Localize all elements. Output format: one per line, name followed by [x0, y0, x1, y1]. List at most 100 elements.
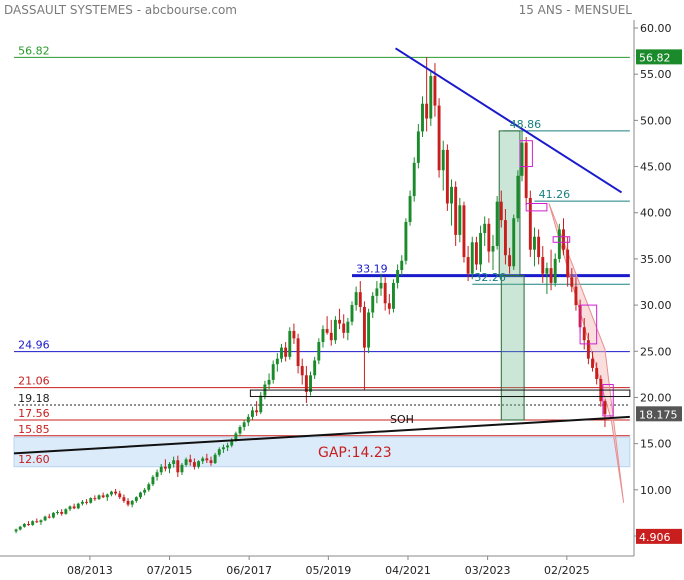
candle-body [474, 242, 478, 265]
candle [246, 414, 250, 427]
magenta-box-1 [525, 202, 548, 212]
candle [437, 98, 441, 178]
candle-body [346, 321, 350, 333]
candle [574, 277, 578, 311]
candle-body [238, 427, 242, 434]
candle-body [292, 330, 296, 339]
candle [176, 455, 180, 477]
candle [47, 513, 51, 519]
candle [126, 498, 130, 507]
candle [122, 494, 126, 503]
candle-body [151, 476, 155, 485]
candle [280, 343, 283, 363]
candle [375, 281, 379, 304]
candle [14, 528, 18, 534]
candle-body [259, 395, 263, 413]
level-label: 21.06 [18, 375, 49, 388]
candle [93, 495, 97, 501]
candle [591, 351, 594, 372]
candle-body [304, 375, 308, 392]
candle [134, 496, 138, 503]
candle-body [545, 268, 549, 274]
y-tick-label: 15.00 [640, 438, 672, 451]
candle-body [97, 495, 101, 500]
candle-body [255, 410, 259, 413]
candle [354, 286, 358, 311]
candle [213, 452, 217, 464]
candle [433, 63, 437, 117]
candle [470, 236, 474, 280]
candle-body [197, 461, 200, 467]
candle [392, 279, 395, 313]
candle [309, 371, 312, 396]
candle-body [379, 282, 383, 289]
y-tick-label: 45.00 [640, 161, 672, 174]
candle [338, 308, 342, 330]
price-tag-text: 18.175 [639, 408, 678, 421]
candle-body [512, 218, 516, 267]
candle-body [105, 494, 109, 498]
candle [242, 419, 246, 431]
outline-box-0 [249, 389, 631, 398]
candle-body [221, 447, 225, 450]
candle-body [76, 503, 80, 509]
candle-body [288, 330, 292, 357]
candle [304, 366, 308, 403]
candle-body [566, 249, 570, 278]
candle-body [387, 303, 391, 309]
candle-body [533, 236, 536, 250]
candle [499, 190, 503, 228]
candle-body [172, 460, 176, 464]
candle-body [483, 223, 487, 234]
candle-body [354, 292, 358, 306]
candle-body [139, 492, 142, 498]
candle [512, 214, 516, 270]
level-label: 15.85 [18, 423, 49, 436]
y-tick-label: 55.00 [640, 68, 672, 81]
candle-body [441, 149, 445, 171]
candle [197, 460, 200, 469]
candle-body [586, 340, 590, 359]
candle-body [230, 439, 234, 446]
candle-body [300, 366, 304, 376]
candle [329, 319, 333, 346]
candle-body [383, 282, 387, 304]
candle-body [201, 458, 205, 462]
candle-body [557, 229, 561, 259]
candle-body [317, 342, 321, 361]
candle [27, 521, 30, 526]
candle [35, 518, 39, 524]
candle [155, 469, 159, 481]
candle-body [416, 131, 420, 163]
green-zone-1 [500, 275, 525, 421]
y-tick-label: 35.00 [640, 253, 672, 266]
candle [458, 197, 462, 243]
candle-body [574, 286, 578, 306]
candle [350, 301, 354, 326]
chart-period-title: 15 ANS - MENSUEL [518, 3, 632, 17]
candle-body [35, 521, 39, 523]
candle-body [450, 186, 453, 204]
candle-body [168, 463, 171, 469]
candle [541, 245, 545, 283]
candle-body [412, 162, 416, 197]
candle-body [280, 347, 283, 359]
chart-source-title: DASSAULT SYSTEMES - abcbourse.com [4, 3, 237, 17]
candle [288, 327, 292, 360]
candle-body [192, 462, 196, 467]
candle-body [524, 142, 528, 198]
candle [72, 503, 76, 510]
candle [404, 218, 408, 265]
candle [321, 325, 325, 348]
candle [454, 181, 458, 246]
candle-body [22, 523, 26, 527]
candle [56, 510, 59, 515]
candle [39, 519, 43, 525]
candle [586, 332, 590, 365]
candle-body [176, 460, 180, 473]
candle-body [155, 472, 159, 477]
candle-body [143, 489, 147, 493]
candle [251, 406, 254, 420]
soh-support-line [13, 415, 630, 455]
